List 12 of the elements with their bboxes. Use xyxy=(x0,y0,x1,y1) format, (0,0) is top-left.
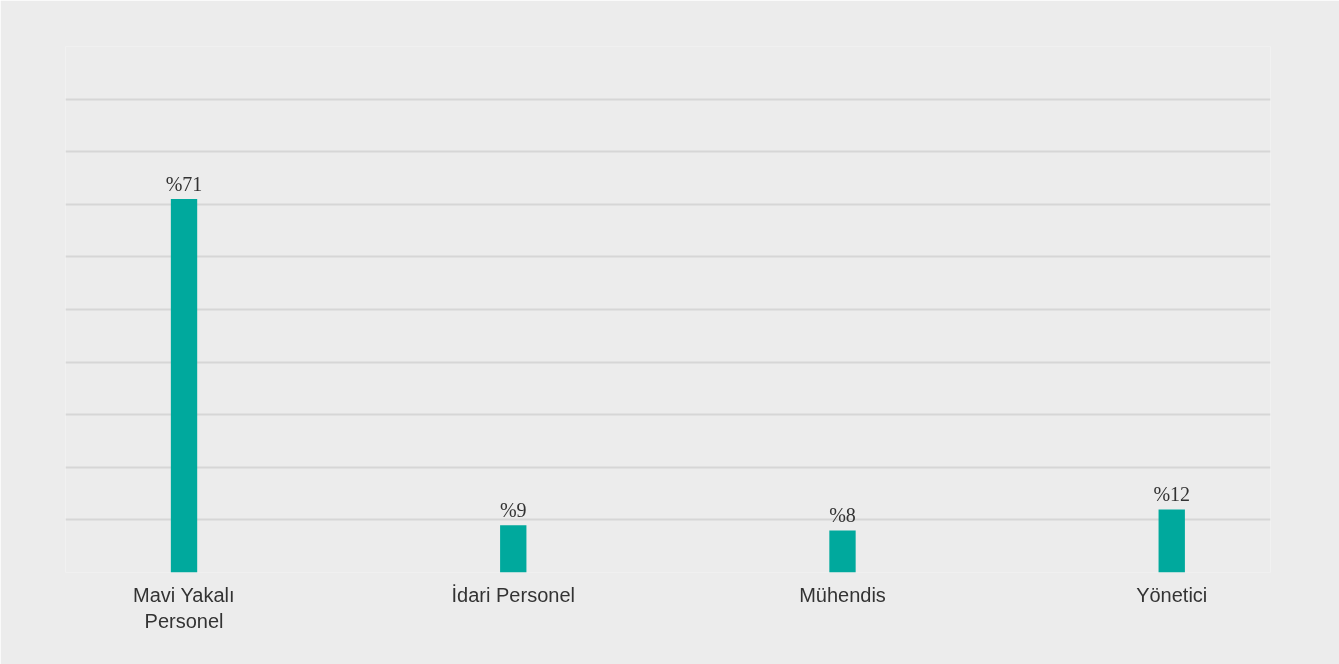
bar xyxy=(829,530,856,573)
bar xyxy=(500,525,527,573)
data-label: %8 xyxy=(829,504,856,527)
x-tick-label: Mühendis xyxy=(799,583,886,606)
data-label: %12 xyxy=(1153,483,1191,506)
bar xyxy=(1158,509,1185,573)
x-tick-label: İdari Personel xyxy=(451,583,575,606)
data-label: %9 xyxy=(499,499,527,522)
bar xyxy=(170,199,198,573)
data-label: %71 xyxy=(165,173,203,196)
x-tick-label: Mavi Yakalı Personel xyxy=(133,583,235,632)
x-tick-label: Yönetici xyxy=(1136,583,1208,606)
